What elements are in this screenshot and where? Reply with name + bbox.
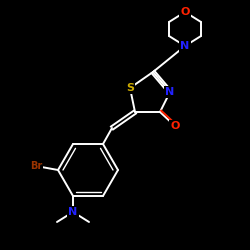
Text: N: N bbox=[68, 207, 78, 217]
Text: O: O bbox=[180, 7, 190, 17]
Text: N: N bbox=[180, 41, 190, 51]
Text: O: O bbox=[170, 121, 180, 131]
Text: S: S bbox=[126, 83, 134, 93]
Text: N: N bbox=[166, 87, 174, 97]
Text: Br: Br bbox=[30, 161, 42, 171]
